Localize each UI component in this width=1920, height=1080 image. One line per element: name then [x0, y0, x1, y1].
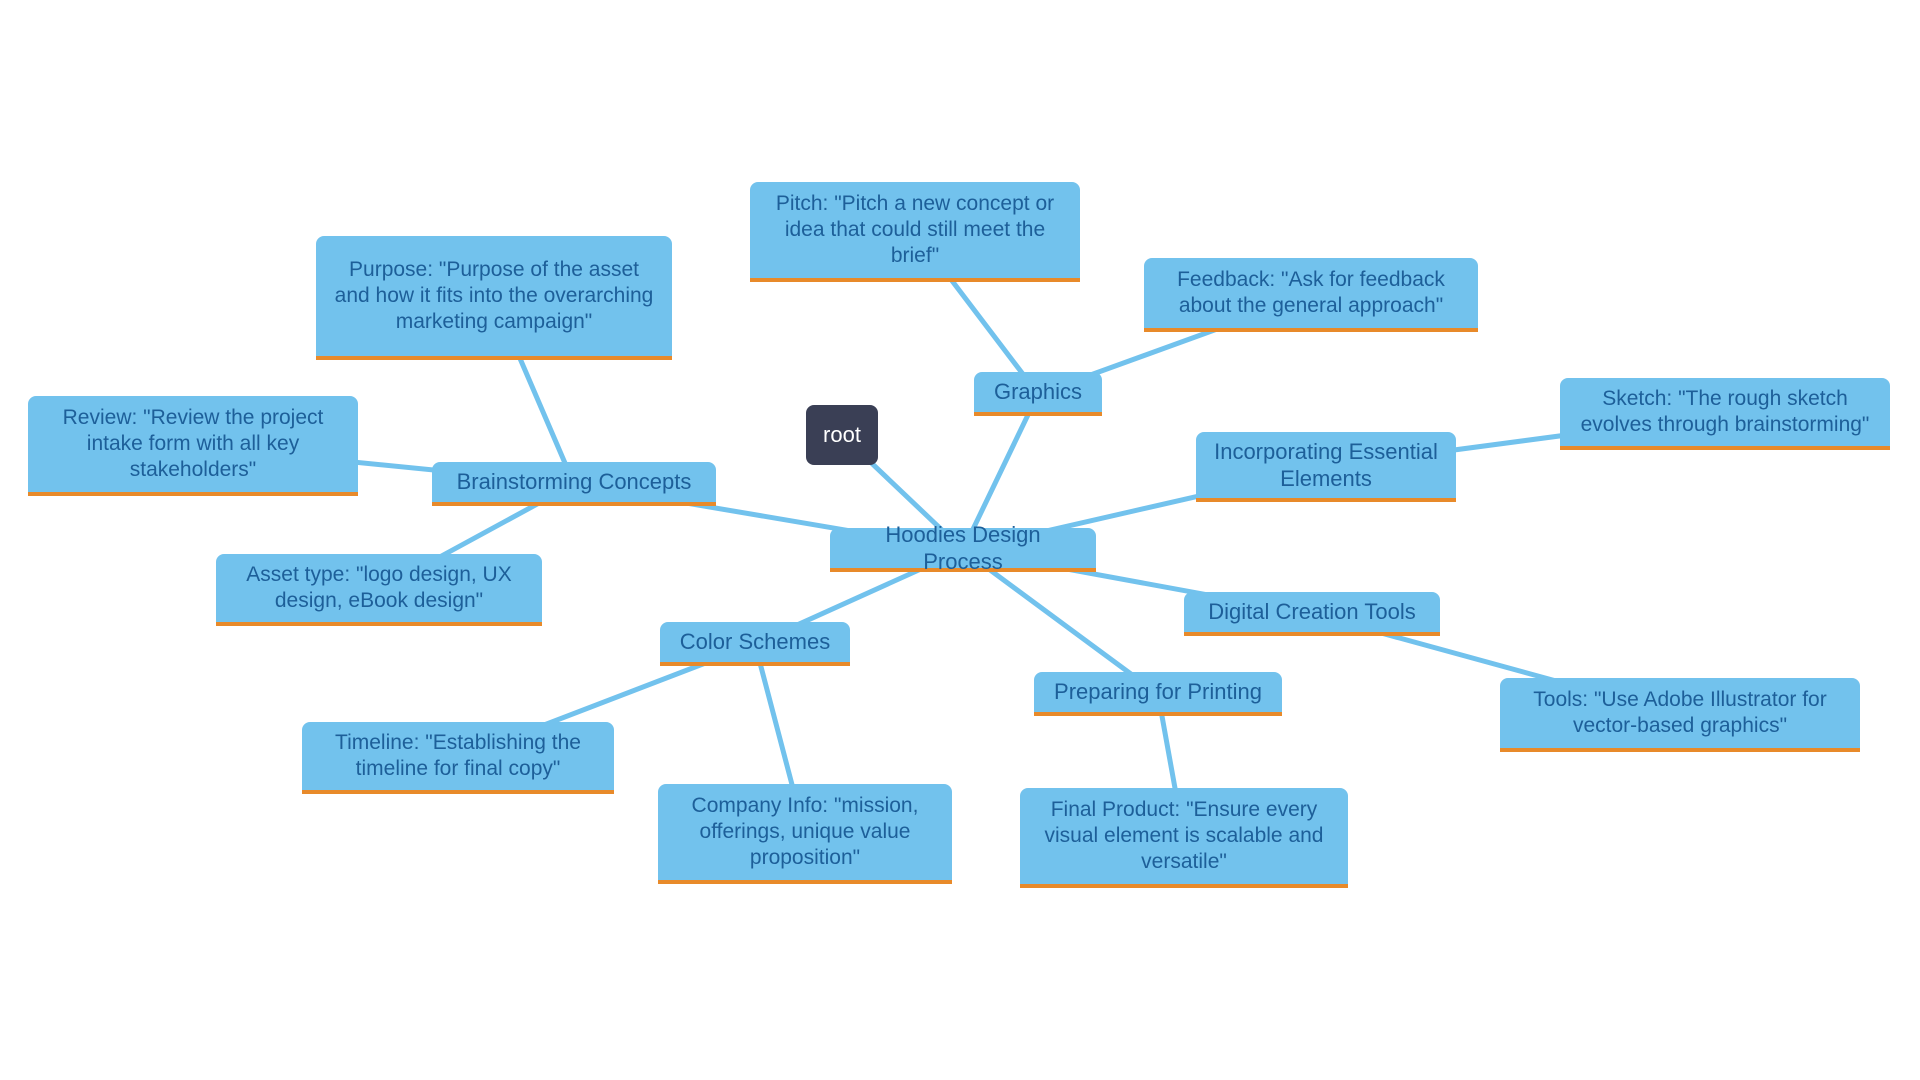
node-elements[interactable]: Incorporating Essential Elements — [1196, 432, 1456, 502]
node-sketch[interactable]: Sketch: "The rough sketch evolves throug… — [1560, 378, 1890, 450]
node-feedback[interactable]: Feedback: "Ask for feedback about the ge… — [1144, 258, 1478, 332]
node-company[interactable]: Company Info: "mission, offerings, uniqu… — [658, 784, 952, 884]
node-label: Digital Creation Tools — [1208, 598, 1415, 626]
node-root[interactable]: root — [806, 405, 878, 465]
node-label: Tools: "Use Adobe Illustrator for vector… — [1518, 687, 1842, 740]
node-label: Final Product: "Ensure every visual elem… — [1038, 797, 1330, 876]
mindmap-canvas: root Hoodies Design Process Brainstorming … — [0, 0, 1920, 1080]
node-brainstorm[interactable]: Brainstorming Concepts — [432, 462, 716, 506]
node-label: Pitch: "Pitch a new concept or idea that… — [768, 191, 1062, 270]
node-label: Brainstorming Concepts — [457, 468, 692, 496]
node-label: root — [823, 421, 861, 449]
node-pitch[interactable]: Pitch: "Pitch a new concept or idea that… — [750, 182, 1080, 282]
node-finalprod[interactable]: Final Product: "Ensure every visual elem… — [1020, 788, 1348, 888]
node-purpose[interactable]: Purpose: "Purpose of the asset and how i… — [316, 236, 672, 360]
node-label: Asset type: "logo design, UX design, eBo… — [234, 562, 524, 615]
node-label: Preparing for Printing — [1054, 678, 1262, 706]
node-digital[interactable]: Digital Creation Tools — [1184, 592, 1440, 636]
node-assettype[interactable]: Asset type: "logo design, UX design, eBo… — [216, 554, 542, 626]
node-timeline[interactable]: Timeline: "Establishing the timeline for… — [302, 722, 614, 794]
node-label: Incorporating Essential Elements — [1214, 438, 1438, 493]
node-label: Review: "Review the project intake form … — [46, 405, 340, 484]
node-label: Purpose: "Purpose of the asset and how i… — [334, 257, 654, 336]
node-printing[interactable]: Preparing for Printing — [1034, 672, 1282, 716]
node-review[interactable]: Review: "Review the project intake form … — [28, 396, 358, 496]
node-tools[interactable]: Tools: "Use Adobe Illustrator for vector… — [1500, 678, 1860, 752]
node-color[interactable]: Color Schemes — [660, 622, 850, 666]
node-label: Sketch: "The rough sketch evolves throug… — [1578, 386, 1872, 439]
node-center[interactable]: Hoodies Design Process — [830, 528, 1096, 572]
node-label: Company Info: "mission, offerings, uniqu… — [676, 793, 934, 872]
node-label: Hoodies Design Process — [848, 521, 1078, 576]
node-label: Timeline: "Establishing the timeline for… — [320, 730, 596, 783]
node-label: Graphics — [994, 378, 1082, 406]
node-label: Feedback: "Ask for feedback about the ge… — [1162, 267, 1460, 320]
node-label: Color Schemes — [680, 628, 830, 656]
node-graphics[interactable]: Graphics — [974, 372, 1102, 416]
